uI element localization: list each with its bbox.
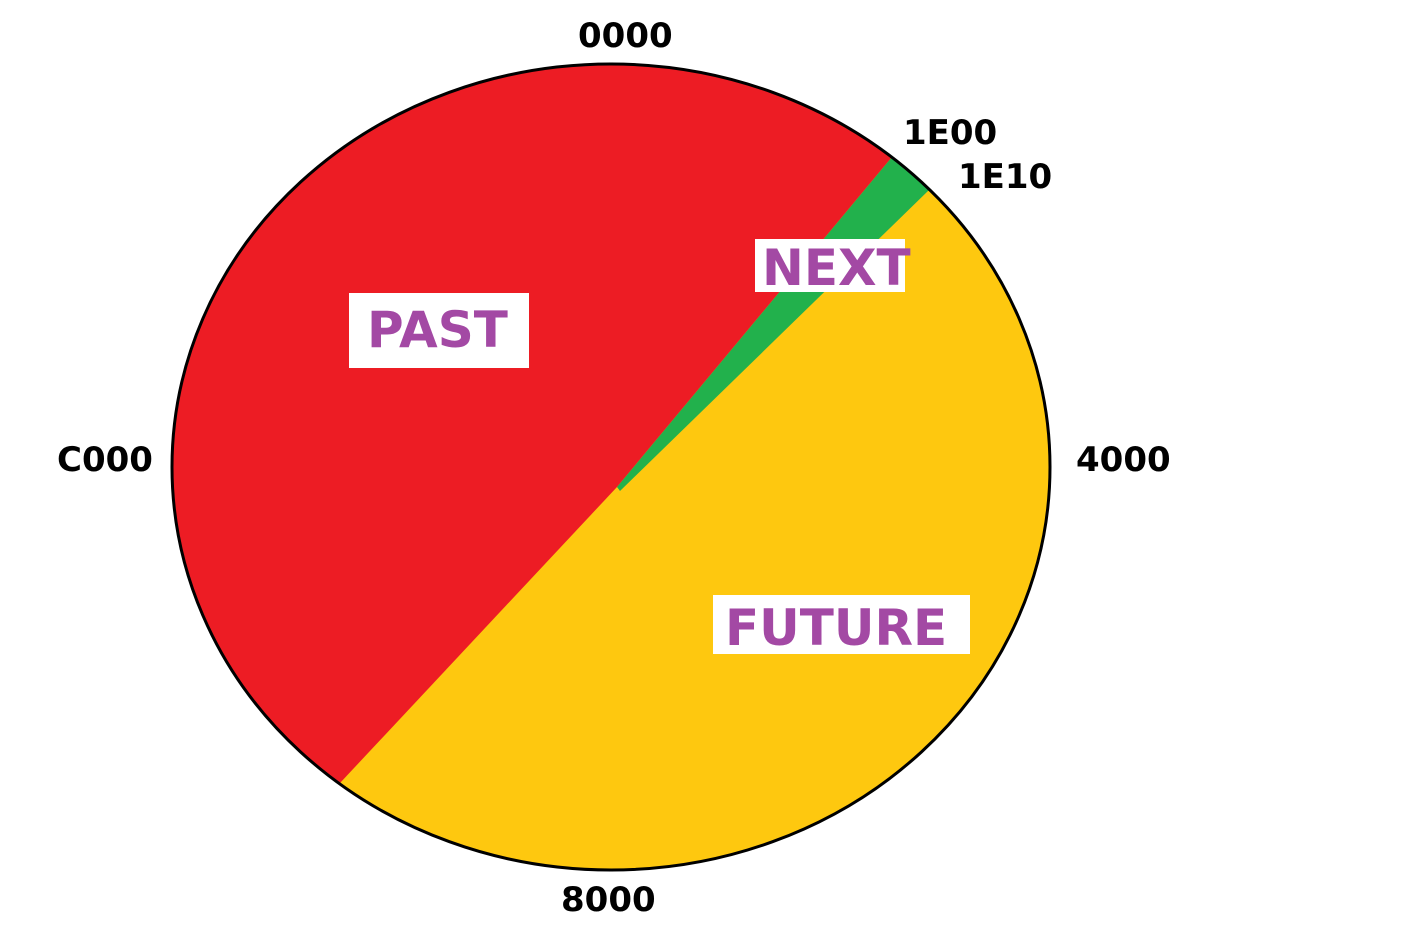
address-label-4000: 4000 [1076, 440, 1171, 480]
address-label-0000: 0000 [578, 16, 673, 56]
address-label-1e00: 1E00 [903, 113, 998, 153]
circle-outline [170, 62, 1052, 872]
address-label-8000: 8000 [561, 880, 656, 920]
next-label: NEXT [755, 239, 911, 293]
future-label: FUTURE [713, 595, 970, 654]
past-label: PAST [349, 293, 529, 368]
address-label-1e10: 1E10 [958, 157, 1053, 197]
address-label-c000: C000 [57, 440, 153, 480]
